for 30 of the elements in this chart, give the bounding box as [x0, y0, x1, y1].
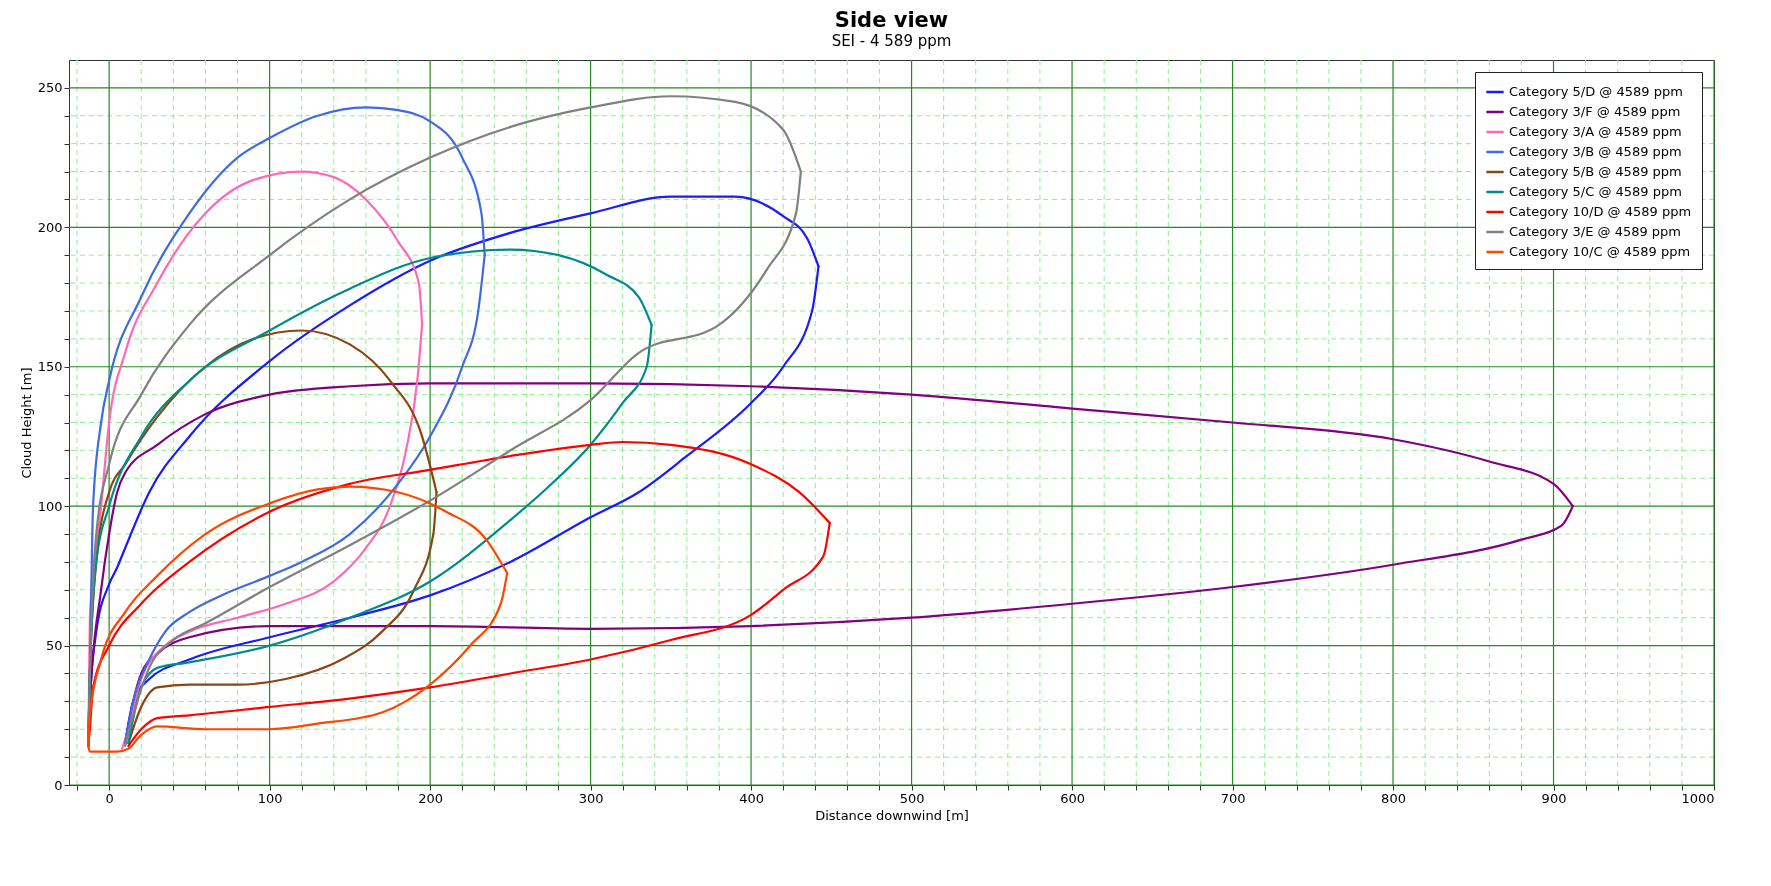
legend-label: Category 5/B @ 4589 ppm: [1509, 164, 1682, 179]
x-tick-label: 600: [1060, 790, 1085, 806]
x-tick-label: 300: [578, 790, 604, 806]
y-tick-label: 100: [37, 498, 63, 514]
y-tick-label: 150: [37, 359, 63, 375]
y-tick-label: 250: [37, 80, 63, 96]
y-axis-title: Cloud Height [m]: [18, 367, 34, 479]
legend-label: Category 3/F @ 4589 ppm: [1509, 104, 1681, 119]
x-tick-label: 900: [1541, 790, 1567, 806]
legend-label: Category 5/D @ 4589 ppm: [1509, 84, 1683, 99]
legend-label: Category 3/E @ 4589 ppm: [1509, 224, 1682, 239]
x-tick-label: 400: [739, 790, 764, 806]
legend-label: Category 10/D @ 4589 ppm: [1509, 204, 1692, 219]
legend-label: Category 5/C @ 4589 ppm: [1509, 184, 1682, 199]
x-tick-label: 100: [257, 790, 283, 806]
x-tick-label: 200: [418, 790, 444, 806]
y-tick-label: 50: [45, 638, 63, 654]
y-tick-label: 0: [54, 777, 63, 793]
x-tick-label: 700: [1220, 790, 1246, 806]
x-axis-title: Distance downwind [m]: [815, 807, 969, 823]
legend-label: Category 3/A @ 4589 ppm: [1509, 124, 1682, 139]
x-tick-label: 500: [899, 790, 925, 806]
x-tick-label: 800: [1381, 790, 1406, 806]
y-tick-label: 200: [37, 219, 63, 235]
chart-subtitle: SEI - 4 589 ppm: [831, 32, 952, 51]
chart-title: Side view: [834, 8, 949, 33]
x-tick-label: 0: [105, 790, 114, 806]
x-tick-label: 1000: [1681, 790, 1715, 806]
legend-label: Category 10/C @ 4589 ppm: [1509, 244, 1691, 259]
legend-label: Category 3/B @ 4589 ppm: [1509, 144, 1682, 159]
